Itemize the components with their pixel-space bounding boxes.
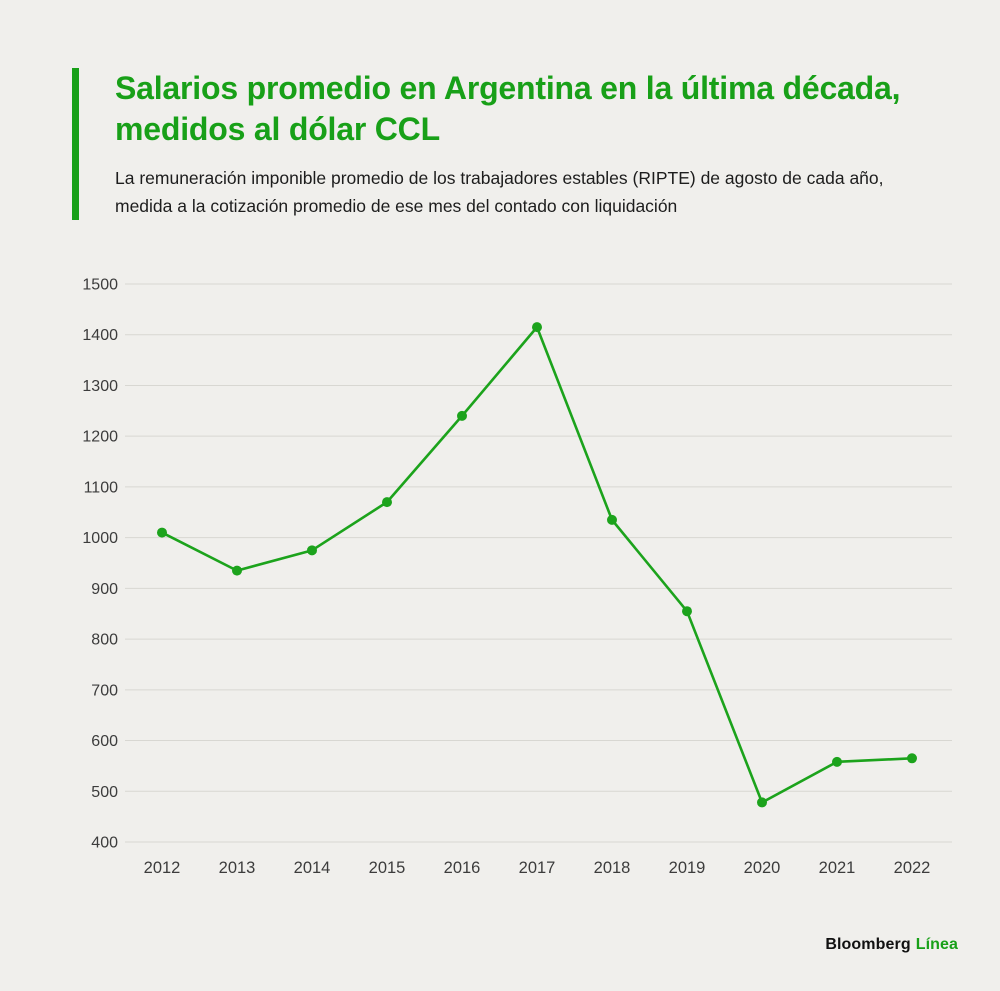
y-tick-label: 400: [91, 835, 118, 852]
brand-logo: Bloomberg Línea: [825, 936, 958, 954]
x-tick-label: 2013: [219, 859, 256, 877]
data-point: [682, 606, 692, 617]
data-point: [307, 545, 317, 556]
y-tick-label: 1200: [82, 429, 118, 446]
y-tick-label: 1400: [82, 327, 118, 344]
data-point: [382, 497, 392, 508]
y-tick-label: 1000: [82, 530, 118, 547]
y-tick-label: 1100: [84, 479, 119, 496]
data-point: [457, 410, 467, 421]
data-point: [232, 565, 242, 576]
x-tick-label: 2019: [669, 859, 706, 877]
y-tick-label: 900: [91, 581, 118, 598]
header: Salarios promedio en Argentina en la últ…: [72, 68, 915, 220]
x-tick-label: 2017: [519, 859, 556, 877]
x-tick-label: 2012: [144, 859, 181, 877]
chart-subtitle: La remuneración imponible promedio de lo…: [115, 167, 884, 216]
x-tick-label: 2014: [294, 859, 331, 877]
header-text: Salarios promedio en Argentina en la últ…: [115, 68, 915, 220]
y-tick-label: 800: [91, 632, 118, 649]
y-tick-label: 1500: [82, 277, 118, 294]
brand-bloomberg: Bloomberg: [825, 936, 911, 953]
x-tick-label: 2018: [594, 859, 631, 877]
x-tick-label: 2016: [444, 859, 481, 877]
data-point: [157, 527, 167, 538]
brand-linea: Línea: [915, 936, 958, 953]
y-tick-label: 700: [91, 682, 118, 699]
x-tick-label: 2021: [819, 859, 856, 877]
data-point: [757, 797, 767, 808]
data-point: [532, 322, 542, 333]
line-chart: 400 500 600 700 800 900 1000 1100 1200 1300 1400 15…: [82, 277, 952, 877]
data-point: [832, 756, 842, 767]
data-point: [907, 753, 917, 764]
x-tick-label: 2015: [369, 859, 406, 877]
data-point: [607, 514, 617, 525]
y-tick-label: 600: [91, 733, 118, 750]
title-accent-bar: [72, 68, 79, 220]
x-tick-label: 2020: [744, 859, 781, 877]
x-tick-label: 2022: [894, 859, 931, 877]
y-tick-label: 500: [91, 784, 118, 801]
chart-title: Salarios promedio en Argentina en la últ…: [115, 70, 901, 147]
data-line: [160, 325, 914, 804]
y-tick-label: 1300: [82, 378, 118, 395]
